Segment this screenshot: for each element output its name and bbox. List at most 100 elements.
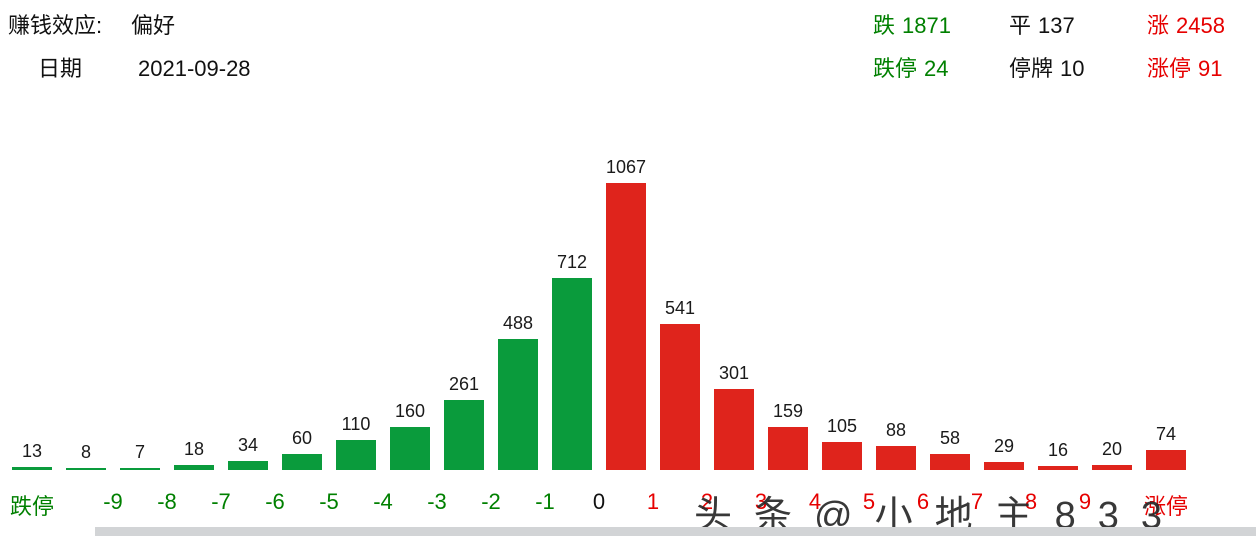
- x-axis: 跌停 -9 -8 -7 -6 -5 -4 -3 -2 -1 0 1 2 3 4 5 6 7 8 9 涨停: [5, 489, 1193, 519]
- bar-value-label: 160: [394, 401, 426, 421]
- chart-bar-group: 7: [113, 96, 167, 470]
- bar-value-label: 88: [885, 420, 907, 440]
- distribution-bar-chart: 13 8 7 18 34 60 110 160 261 488 712 1067 541 301 159 10…: [5, 96, 1193, 470]
- chart-bar-group: 105: [815, 96, 869, 470]
- axis-tick-label: 4: [808, 489, 822, 514]
- axis-tick-label: -1: [535, 489, 555, 514]
- chart-bar-group: 58: [923, 96, 977, 470]
- bar: [660, 324, 700, 470]
- bar-value-label: 541: [664, 298, 696, 318]
- bar: [552, 278, 592, 470]
- stat-limit-up-label: 涨停: [1147, 56, 1192, 81]
- bar: [390, 427, 430, 470]
- axis-tick-label: -8: [157, 489, 177, 514]
- bar: [930, 454, 970, 470]
- chart-bar-group: 74: [1139, 96, 1193, 470]
- stat-up: 涨 2458: [1147, 13, 1225, 38]
- bar-value-label: 34: [237, 435, 259, 455]
- stat-limit-down: 跌停 24: [873, 56, 949, 81]
- bar-value-label: 301: [718, 363, 750, 383]
- bar: [120, 468, 160, 470]
- bar-value-label: 13: [21, 441, 43, 461]
- horizontal-scrollbar[interactable]: [95, 527, 1256, 536]
- chart-bar-group: 20: [1085, 96, 1139, 470]
- axis-tick-label: -6: [265, 489, 285, 514]
- axis-tick-label: -7: [211, 489, 231, 514]
- bar-value-label: 488: [502, 313, 534, 333]
- axis-tick-label: 5: [862, 489, 876, 514]
- bar-value-label: 20: [1101, 439, 1123, 459]
- bar-value-label: 60: [291, 428, 313, 448]
- stat-suspended-label: 停牌: [1009, 56, 1054, 81]
- stat-up-value: 2458: [1176, 13, 1225, 38]
- bar: [336, 440, 376, 470]
- bar-value-label: 159: [772, 401, 804, 421]
- axis-tick-label: 涨停: [1143, 494, 1189, 519]
- axis-tick-label: 6: [916, 489, 930, 514]
- chart-bar-group: 34: [221, 96, 275, 470]
- stat-limit-down-label: 跌停: [873, 56, 918, 81]
- stat-down-label: 跌: [873, 13, 896, 38]
- stat-up-label: 涨: [1147, 13, 1170, 38]
- axis-tick-label: 跌停: [9, 494, 55, 519]
- bar-value-label: 58: [939, 428, 961, 448]
- stat-down-value: 1871: [902, 13, 951, 38]
- stat-suspended: 停牌 10: [1009, 56, 1085, 81]
- chart-bar-group: 60: [275, 96, 329, 470]
- chart-bar-group: 1067: [599, 96, 653, 470]
- bar: [1038, 466, 1078, 470]
- stat-down: 跌 1871: [873, 13, 951, 38]
- bar-value-label: 261: [448, 374, 480, 394]
- effect-label: 赚钱效应:: [8, 13, 103, 38]
- stat-limit-up-value: 91: [1198, 56, 1223, 81]
- bar: [228, 461, 268, 470]
- bar-value-label: 1067: [605, 157, 647, 177]
- bar: [282, 454, 322, 470]
- stat-suspended-value: 10: [1060, 56, 1085, 81]
- date-value: 2021-09-28: [138, 56, 251, 81]
- bar-value-label: 110: [341, 414, 371, 434]
- bar: [606, 183, 646, 470]
- chart-bar-group: 160: [383, 96, 437, 470]
- axis-tick-label: 1: [646, 489, 660, 514]
- axis-tick-label: 7: [970, 489, 984, 514]
- bar: [1092, 465, 1132, 470]
- stat-limit-up: 涨停 91: [1147, 56, 1223, 81]
- chart-bar-group: 16: [1031, 96, 1085, 470]
- bar: [876, 446, 916, 470]
- axis-tick-label: -9: [103, 489, 123, 514]
- bar: [444, 400, 484, 470]
- chart-bar-group: 301: [707, 96, 761, 470]
- chart-bar-group: 110: [329, 96, 383, 470]
- bar-value-label: 105: [826, 416, 858, 436]
- chart-bar-group: 13: [5, 96, 59, 470]
- stat-flat: 平 137: [1009, 13, 1075, 38]
- bar: [984, 462, 1024, 470]
- chart-bar-group: 159: [761, 96, 815, 470]
- bar-value-label: 74: [1155, 424, 1177, 444]
- axis-tick-label: 9: [1078, 489, 1092, 514]
- chart-bar-group: 541: [653, 96, 707, 470]
- bar: [498, 339, 538, 470]
- chart-bar-group: 29: [977, 96, 1031, 470]
- axis-tick-label: 3: [754, 489, 768, 514]
- bar-value-label: 712: [556, 252, 588, 272]
- bar: [822, 442, 862, 470]
- bar-value-label: 7: [134, 442, 145, 462]
- chart-bar-group: 488: [491, 96, 545, 470]
- bar-value-label: 29: [993, 436, 1015, 456]
- date-label: 日期: [38, 56, 83, 81]
- axis-tick-label: 8: [1024, 489, 1038, 514]
- axis-tick-label: -5: [319, 489, 339, 514]
- bar-value-label: 8: [80, 442, 91, 462]
- bar-value-label: 16: [1047, 440, 1069, 460]
- bar: [66, 468, 106, 470]
- stat-limit-down-value: 24: [924, 56, 949, 81]
- axis-tick-label: 0: [592, 489, 606, 514]
- chart-bar-group: 712: [545, 96, 599, 470]
- axis-tick-label: -4: [373, 489, 393, 514]
- axis-tick-label: 2: [700, 489, 714, 514]
- chart-bar-group: 18: [167, 96, 221, 470]
- stat-flat-value: 137: [1038, 13, 1075, 38]
